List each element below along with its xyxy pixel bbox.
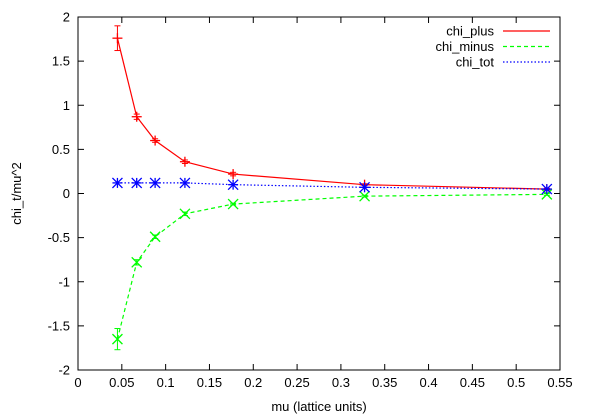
x-tick-label: 0.55 [547, 375, 572, 390]
data-point [112, 33, 123, 44]
y-axis-title: chi_t/mu^2 [9, 162, 24, 224]
y-tick-label: 0.5 [52, 142, 70, 157]
x-tick-label: 0.15 [197, 375, 222, 390]
legend-label: chi_plus [446, 24, 494, 39]
y-tick-label: 1 [63, 98, 70, 113]
legend-entry-chi_minus: chi_minus [435, 39, 550, 54]
x-tick-label: 0.5 [507, 375, 525, 390]
series-chi_tot [111, 177, 553, 195]
data-point [131, 111, 142, 122]
legend-label: chi_minus [435, 39, 494, 54]
y-tick-label: 1.5 [52, 54, 70, 69]
ticks: 0 0.05 0.1 0.15 0.2 0.25 0.3 0.35 0.4 0.45 0.5 0.55… [48, 10, 573, 391]
x-tick-label: 0.3 [332, 375, 350, 390]
data-point [131, 256, 143, 268]
series-chi_minus [111, 188, 553, 351]
y-tick-label: 0 [63, 186, 70, 201]
y-tick-label: 2 [63, 10, 70, 25]
x-tick-label: 0.35 [372, 375, 397, 390]
x-tick-label: 0.25 [284, 375, 309, 390]
x-tick-label: 0 [74, 375, 81, 390]
x-tick-label: 0.45 [460, 375, 485, 390]
data-point [111, 333, 123, 345]
data-point [227, 198, 239, 210]
data-point [227, 179, 239, 191]
data-point [111, 177, 123, 189]
x-tick-label: 0.05 [109, 375, 134, 390]
data-point [228, 169, 239, 180]
legend-entry-chi_plus: chi_plus [446, 24, 550, 39]
data-point [149, 177, 161, 189]
series-layer [111, 25, 553, 351]
data-point [359, 181, 371, 193]
data-point [179, 208, 191, 220]
legend-entry-chi_tot: chi_tot [456, 55, 550, 70]
data-point [541, 183, 553, 195]
y-tick-label: -1.5 [48, 318, 70, 333]
data-point [150, 135, 161, 146]
data-point [179, 177, 191, 189]
data-point [149, 231, 161, 243]
y-tick-label: -0.5 [48, 230, 70, 245]
data-point [541, 188, 553, 200]
x-tick-label: 0.1 [157, 375, 175, 390]
data-point [359, 190, 371, 202]
x-axis-title: mu (lattice units) [271, 399, 366, 414]
plot-frame [77, 16, 561, 371]
y-tick-label: -2 [58, 363, 70, 378]
x-tick-label: 0.4 [420, 375, 438, 390]
data-point [131, 177, 143, 189]
legend-label: chi_tot [456, 55, 495, 70]
x-tick-label: 0.2 [244, 375, 262, 390]
data-point [179, 156, 190, 167]
y-tick-label: -1 [58, 274, 70, 289]
